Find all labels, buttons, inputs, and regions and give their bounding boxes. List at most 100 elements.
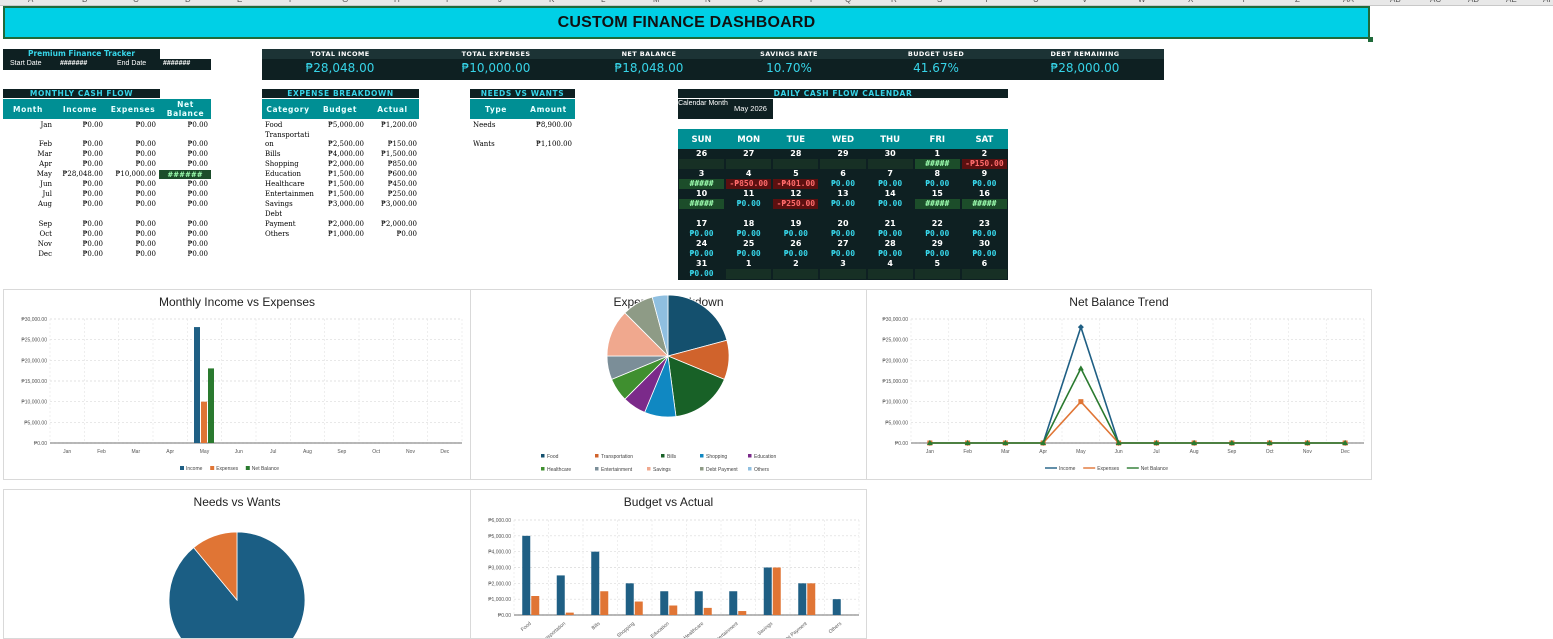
pie-slice[interactable]	[667, 355, 725, 417]
column-header[interactable]: U	[1033, 0, 1039, 4]
column-header[interactable]: P	[810, 0, 815, 4]
column-header[interactable]: Amount	[530, 105, 567, 114]
point[interactable]	[1342, 440, 1349, 445]
calendar-day-number[interactable]: 5	[934, 259, 941, 268]
bar[interactable]	[194, 327, 200, 443]
kpi-value[interactable]: 41.67%	[913, 61, 959, 75]
calendar-day-value[interactable]	[679, 159, 725, 169]
calendar-day-number[interactable]: 16	[978, 189, 990, 198]
bar[interactable]	[729, 591, 738, 615]
column-header[interactable]: F	[289, 0, 294, 4]
calendar-day-value[interactable]	[820, 269, 866, 279]
table-row[interactable]: Debt	[262, 210, 419, 220]
point[interactable]	[1077, 365, 1084, 371]
column-header[interactable]: AA	[1343, 0, 1354, 4]
calendar-day-number[interactable]: 8	[934, 169, 941, 178]
calendar-day-number[interactable]: 27	[837, 239, 849, 248]
calendar-day-number[interactable]: 9	[981, 169, 988, 178]
table-row[interactable]: Wants ₱1,100.00	[470, 140, 575, 150]
bar[interactable]	[832, 599, 841, 615]
table-row[interactable]: Apr ₱0.00 ₱0.00 ₱0.00	[3, 160, 211, 170]
series-line[interactable]	[929, 366, 1346, 444]
kpi-value[interactable]: ₱18,048.00	[614, 61, 684, 75]
column-header[interactable]: AF	[1543, 0, 1553, 4]
calendar-day-number[interactable]: 6	[840, 169, 846, 178]
calendar-day-value[interactable]: ₱0.00	[736, 229, 761, 238]
calendar-day-value[interactable]: #####	[914, 199, 960, 209]
point[interactable]	[1115, 440, 1122, 445]
bar[interactable]	[772, 567, 781, 616]
bar[interactable]	[660, 591, 669, 615]
calendar-day-number[interactable]: 29	[931, 239, 943, 248]
chart-income-vs-expenses[interactable]: Monthly Income vs Expenses ₱0.00 ₱5,000.0…	[3, 289, 471, 480]
calendar-day-number[interactable]: 31	[696, 259, 708, 268]
chart-budget-vs-actual[interactable]: Budget vs Actual ₱0.00 ₱1,000.00 ₱2,000.00…	[470, 489, 867, 639]
column-header[interactable]: T	[984, 0, 989, 4]
column-header[interactable]: Actual	[377, 105, 408, 114]
calendar-day-number[interactable]: 7	[887, 169, 893, 178]
table-row[interactable]: Transportati	[262, 131, 419, 141]
column-header[interactable]: A	[28, 0, 33, 4]
chart-expense-breakdown[interactable]: Expense Breakdown FoodTransportationBill…	[470, 289, 867, 480]
column-header[interactable]: K	[549, 0, 554, 4]
table-row[interactable]: Bills ₱4,000.00 ₱1,500.00	[262, 150, 419, 160]
calendar-day-value[interactable]: #####	[679, 179, 725, 189]
point[interactable]	[1191, 440, 1198, 445]
calendar-day-number[interactable]: 14	[884, 189, 896, 198]
calendar-day-value[interactable]: ₱0.00	[878, 179, 903, 188]
calendar-day-number[interactable]: 27	[743, 149, 755, 158]
calendar-day-value[interactable]: ₱0.00	[830, 179, 856, 188]
calendar-day-value[interactable]: ₱0.00	[925, 229, 950, 238]
calendar-day-number[interactable]: 5	[793, 169, 799, 178]
table-row[interactable]: Entertainmen ₱1,500.00 ₱250.00	[262, 190, 419, 200]
table-row[interactable]: Needs ₱8,900.00	[470, 121, 575, 131]
bar[interactable]	[669, 605, 678, 616]
calendar-day-number[interactable]: 26	[696, 149, 708, 158]
calendar-day-value[interactable]: ₱0.00	[830, 229, 856, 238]
calendar-day-value[interactable]: #####	[679, 199, 725, 209]
calendar-day-number[interactable]: 1	[934, 149, 941, 158]
dashboard-title[interactable]: CUSTOM FINANCE DASHBOARD	[3, 6, 1370, 39]
table-row[interactable]: Oct ₱0.00 ₱0.00 ₱0.00	[3, 230, 211, 240]
kpi-value[interactable]: ₱10,000.00	[461, 61, 531, 75]
calendar-day-value[interactable]: ₱0.00	[925, 249, 950, 258]
table-row[interactable]: Shopping ₱2,000.00 ₱850.00	[262, 160, 419, 170]
calendar-day-number[interactable]: 4	[887, 259, 893, 268]
calendar-day-value[interactable]	[773, 269, 819, 279]
column-header[interactable]: Category	[266, 105, 310, 114]
calendar-day-value[interactable]: ₱0.00	[925, 179, 950, 188]
chart-needs-vs-wants[interactable]: Needs vs Wants	[3, 489, 471, 639]
table-row[interactable]: Jan ₱0.00 ₱0.00 ₱0.00	[3, 121, 211, 131]
column-header[interactable]: Expenses	[110, 105, 156, 114]
calendar-day-number[interactable]: 28	[884, 239, 896, 248]
calendar-day-number[interactable]: 12	[790, 189, 802, 198]
column-header[interactable]: J	[498, 0, 502, 4]
calendar-day-number[interactable]: 3	[698, 169, 705, 178]
calendar-day-number[interactable]: 11	[743, 189, 755, 198]
calendar-day-number[interactable]: 25	[743, 239, 755, 248]
calendar-day-value[interactable]: ₱0.00	[736, 199, 761, 208]
column-header[interactable]: H	[394, 0, 400, 4]
start-date-value[interactable]: #######	[60, 60, 88, 67]
calendar-day-value[interactable]	[820, 159, 866, 169]
column-header[interactable]: M	[653, 0, 660, 4]
calendar-day-value[interactable]: ₱0.00	[689, 249, 714, 258]
column-header[interactable]: O	[757, 0, 763, 4]
calendar-day-number[interactable]: 22	[931, 219, 943, 228]
table-row[interactable]: Food ₱5,000.00 ₱1,200.00	[262, 121, 419, 131]
column-header[interactable]: X	[1188, 0, 1193, 4]
table-row[interactable]: Dec ₱0.00 ₱0.00 ₱0.00	[3, 250, 211, 260]
table-row[interactable]: on ₱2,500.00 ₱150.00	[262, 140, 419, 150]
bar[interactable]	[201, 401, 207, 443]
column-header[interactable]: E	[237, 0, 242, 4]
column-header[interactable]: W	[1138, 0, 1146, 4]
calendar-day-value[interactable]: -₱401.00	[773, 179, 819, 189]
column-header[interactable]: G	[342, 0, 348, 4]
table-row[interactable]: Payment ₱2,000.00 ₱2,000.00	[262, 220, 419, 230]
calendar-day-value[interactable]: #####	[914, 159, 960, 169]
column-header[interactable]: B	[82, 0, 87, 4]
calendar-month-value[interactable]: May 2026	[728, 99, 773, 119]
column-header[interactable]: AD	[1468, 0, 1479, 4]
table-row[interactable]: Healthcare ₱1,500.00 ₱450.00	[262, 180, 419, 190]
pie-slice[interactable]	[667, 294, 728, 357]
